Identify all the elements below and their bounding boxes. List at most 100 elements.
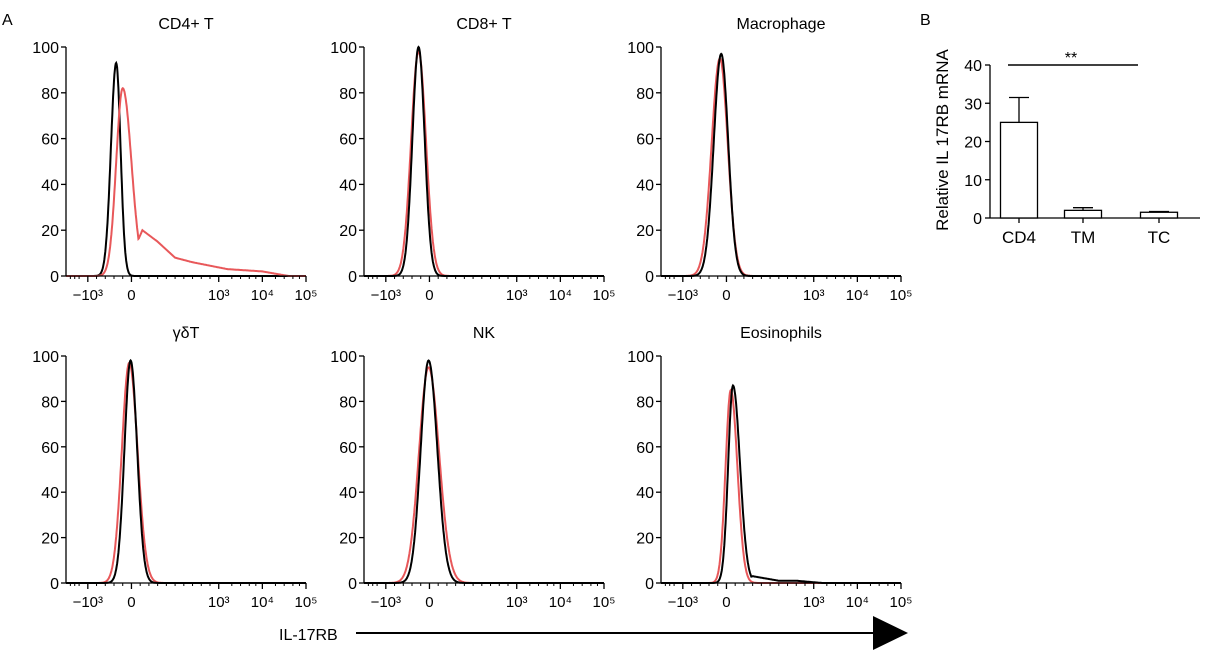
y-tick-label: 80 [339,394,357,411]
panel-title: NK [473,325,496,342]
x-tick-label: 0 [722,594,730,611]
x-tick-label: 10⁴ [549,594,572,611]
x-tick-label: 10⁵ [890,594,913,611]
y-tick-label: 60 [41,132,59,149]
x-tick-label: 10³ [506,594,528,611]
x-tick-label: 10⁴ [251,287,274,304]
y-tick-label: 100 [330,349,357,366]
x-tick-label: 10⁵ [593,287,616,304]
histogram-curve-black [364,359,604,584]
x-tick-label: −10³ [73,594,103,611]
histogram-curve-black [66,60,306,277]
y-tick-label: 0 [50,269,59,286]
x-tick-label: 10³ [506,287,528,304]
y-tick-label: 60 [339,132,357,149]
y-tick-label: 20 [339,531,357,548]
histogram-curve-red [661,388,901,584]
y-tick-label: 100 [32,349,59,366]
y-tick-label: 20 [41,531,59,548]
panel-title: CD8+ T [456,16,512,33]
y-tick-label: 80 [41,394,59,411]
histogram-curve-red [364,50,604,277]
y-tick-label: 60 [41,440,59,457]
y-tick-label: 0 [348,269,357,286]
histogram-panel: NK 0 20 40 60 80 100 −10³ 0 10³ 10⁴ 10⁵ [330,325,615,611]
arrow-head [873,616,908,650]
x-tick-label: −10³ [371,594,401,611]
histogram-panel: CD4+ T 0 20 40 60 80 100 −10³ 0 10³ 10⁴ 10⁵ [32,16,317,304]
histogram-curve-black [364,45,604,277]
x-tick-label: 0 [722,287,730,304]
y-tick-label: 0 [645,269,654,286]
y-tick-label: 40 [41,485,59,502]
x-tick-label: 0 [127,287,135,304]
bar-category-label: TC [1148,228,1171,247]
bar-chart: 0 10 20 30 40 Relative IL 17RB mRNA CD4 TM TC ** [933,48,1200,247]
histogram-curve-black [661,52,901,277]
bar [999,121,1039,219]
x-tick-label: −10³ [73,287,103,304]
x-axis-label: IL-17RB [279,627,338,644]
y-tick-label: 60 [636,132,654,149]
y-tick-label: 100 [330,40,357,57]
y-tick-label: 100 [32,40,59,57]
histogram-curve-black [66,358,306,584]
x-tick-label: 0 [425,594,433,611]
bar [1139,211,1179,219]
panel-title: Macrophage [737,16,826,33]
bar-y-tick-label: 0 [973,211,982,228]
y-tick-label: 20 [636,223,654,240]
histogram-panel: γδT 0 20 40 60 80 100 −10³ 0 10³ 10⁴ 10⁵ [32,325,317,611]
x-tick-label: −10³ [668,287,698,304]
y-tick-label: 20 [339,223,357,240]
x-tick-label: −10³ [668,594,698,611]
x-tick-label: 0 [127,594,135,611]
histogram-panel: Eosinophils 0 20 40 60 80 100 −10³ 0 10³ 10⁴ 10⁵ [627,325,912,611]
bar-y-axis-label: Relative IL 17RB mRNA [933,48,952,230]
x-tick-label: 10⁵ [295,287,318,304]
histogram-curve-red [364,366,604,584]
histogram-curve-red [661,57,901,277]
y-tick-label: 0 [645,576,654,593]
y-tick-label: 0 [50,576,59,593]
panel-b-label: B [920,12,931,29]
x-tick-label: 0 [425,287,433,304]
x-tick-label: 10⁴ [251,594,274,611]
y-tick-label: 60 [339,440,357,457]
x-tick-label: 10⁵ [593,594,616,611]
histogram-panel: Macrophage 0 20 40 60 80 100 −10³ 0 10³ 10⁴ 10⁵ [627,16,912,304]
x-tick-label: 10³ [803,287,825,304]
panel-title: γδT [173,325,200,342]
histogram-grid: CD4+ T 0 20 40 60 80 100 −10³ 0 10³ 10⁴ 10⁵ CD8+ T 0 2… [32,16,912,611]
bar-category-label: TM [1071,228,1096,247]
significance-label: ** [1065,50,1077,67]
y-tick-label: 40 [41,177,59,194]
histogram-panel: CD8+ T 0 20 40 60 80 100 −10³ 0 10³ 10⁴ 10⁵ [330,16,615,304]
x-axis-arrow: IL-17RB [279,616,908,650]
y-tick-label: 60 [636,440,654,457]
bar-y-tick-label: 20 [964,135,982,152]
histogram-curve-red [66,361,306,584]
bar-y-tick-label: 30 [964,96,982,113]
x-tick-label: 10³ [208,287,230,304]
y-tick-label: 100 [627,349,654,366]
panel-a-label: A [2,12,13,29]
panel-title: Eosinophils [740,325,822,342]
x-tick-label: 10³ [803,594,825,611]
x-tick-label: 10⁴ [549,287,572,304]
x-tick-label: 10⁴ [846,594,869,611]
bar [1063,209,1103,219]
y-tick-label: 80 [636,86,654,103]
x-tick-label: 10⁴ [846,287,869,304]
bar-category-label: CD4 [1002,228,1036,247]
y-tick-label: 40 [636,177,654,194]
y-tick-label: 80 [41,86,59,103]
x-tick-label: −10³ [371,287,401,304]
y-tick-label: 20 [636,531,654,548]
y-tick-label: 40 [339,177,357,194]
x-tick-label: 10⁵ [890,287,913,304]
histogram-curve-black [661,383,901,584]
y-tick-label: 80 [339,86,357,103]
panel-title: CD4+ T [158,16,214,33]
